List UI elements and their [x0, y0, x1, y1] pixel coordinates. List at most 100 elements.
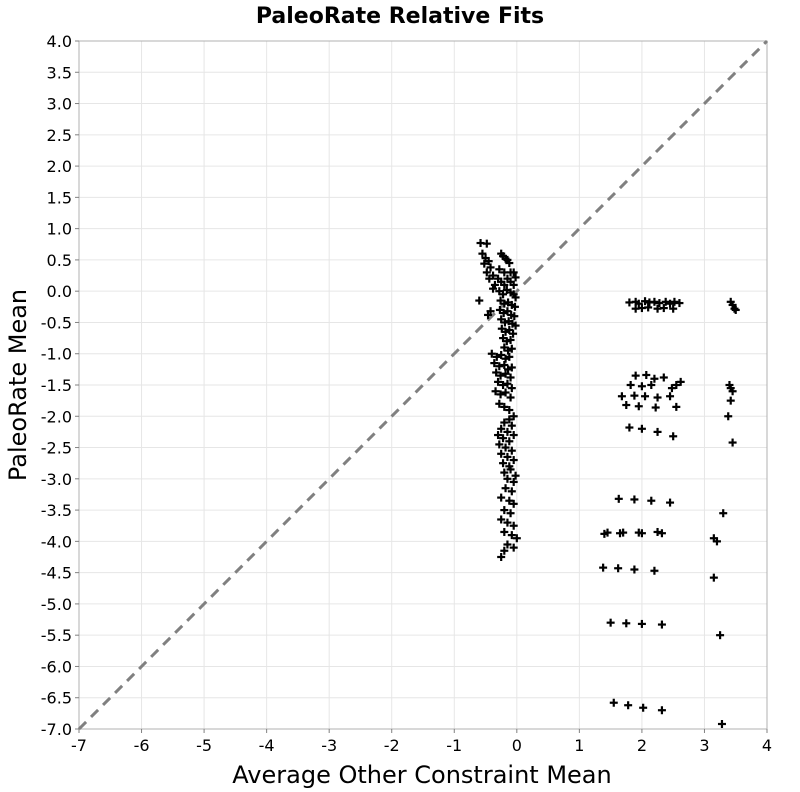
- data-point-marker: [637, 382, 646, 391]
- data-point-marker: [625, 423, 634, 432]
- data-point-marker: [630, 495, 639, 504]
- data-point-marker: [509, 543, 518, 552]
- data-point-marker: [676, 377, 685, 386]
- data-point-marker: [489, 284, 498, 293]
- data-point-marker: [506, 465, 515, 474]
- x-tick-label: -7: [71, 736, 87, 755]
- data-point-marker: [626, 381, 635, 389]
- data-point-marker: [507, 487, 516, 496]
- y-tick-label: -3.0: [41, 470, 72, 489]
- data-point-marker: [499, 459, 508, 468]
- data-point-marker: [496, 371, 505, 380]
- data-point-marker: [505, 259, 514, 268]
- x-tick-label: 1: [574, 736, 584, 755]
- data-point-marker: [507, 344, 516, 353]
- data-point-marker: [492, 352, 501, 361]
- data-point-marker: [659, 304, 668, 313]
- data-point-marker: [670, 297, 679, 306]
- data-point-marker: [622, 619, 631, 628]
- data-point-marker: [630, 565, 639, 574]
- x-tick-label: -5: [196, 736, 212, 755]
- data-point-marker: [728, 387, 737, 396]
- data-point-marker: [511, 471, 520, 480]
- data-point-marker: [475, 296, 484, 305]
- data-point-marker: [505, 496, 514, 505]
- y-tick-label: -2.0: [41, 407, 72, 426]
- data-point-marker: [657, 620, 666, 629]
- data-points: [475, 239, 740, 728]
- data-point-marker: [667, 384, 676, 393]
- data-point-marker: [509, 431, 518, 440]
- y-tick-label: 4.0: [47, 32, 72, 51]
- data-point-marker: [500, 280, 509, 289]
- data-point-marker: [641, 297, 650, 306]
- data-point-marker: [631, 371, 640, 380]
- y-tick-label: 0.5: [47, 251, 72, 270]
- y-tick-label: -4.5: [41, 564, 72, 583]
- y-tick-label: -5.5: [41, 626, 72, 645]
- data-point-marker: [507, 384, 516, 393]
- data-point-marker: [717, 719, 726, 728]
- data-point-marker: [509, 456, 518, 465]
- data-point-marker: [484, 257, 493, 266]
- data-point-marker: [599, 563, 608, 572]
- data-point-marker: [499, 290, 508, 299]
- data-point-marker: [617, 392, 626, 401]
- data-point-marker: [500, 468, 509, 477]
- data-point-marker: [501, 388, 510, 397]
- data-point-marker: [609, 698, 618, 707]
- data-point-marker: [637, 619, 646, 628]
- data-point-marker: [505, 352, 514, 361]
- data-point-marker: [497, 424, 506, 433]
- data-point-marker: [666, 498, 675, 507]
- data-point-marker: [653, 427, 662, 436]
- data-point-marker: [500, 418, 509, 427]
- data-point-marker: [614, 494, 623, 503]
- data-point-marker: [509, 329, 518, 338]
- data-point-marker: [624, 701, 633, 710]
- data-point-marker: [647, 381, 656, 389]
- data-point-marker: [482, 268, 491, 277]
- data-point-marker: [622, 401, 631, 410]
- data-point-marker: [653, 527, 662, 536]
- data-point-marker: [653, 393, 662, 402]
- data-point-marker: [484, 310, 493, 319]
- data-point-marker: [505, 437, 514, 446]
- data-point-marker: [500, 402, 509, 411]
- y-tick-label: -1.0: [41, 345, 72, 364]
- data-point-marker: [509, 280, 518, 289]
- data-point-marker: [634, 299, 643, 308]
- data-point-marker: [606, 618, 615, 627]
- data-point-marker: [619, 528, 628, 537]
- y-tick-label: 2.5: [47, 126, 72, 145]
- y-tick-label: -0.5: [41, 313, 72, 332]
- data-point-marker: [510, 302, 519, 311]
- data-point-marker: [478, 249, 487, 258]
- data-point-marker: [503, 474, 512, 483]
- data-point-marker: [650, 566, 659, 575]
- data-point-marker: [630, 391, 639, 400]
- data-point-marker: [507, 446, 516, 455]
- x-tick-label: -2: [384, 736, 400, 755]
- data-point-marker: [728, 438, 737, 447]
- data-point-marker: [655, 299, 664, 308]
- data-point-marker: [499, 381, 508, 389]
- data-point-marker: [497, 515, 506, 524]
- data-point-marker: [661, 297, 670, 306]
- y-tick-label: -3.5: [41, 501, 72, 520]
- y-tick-label: -4.0: [41, 532, 72, 551]
- data-point-marker: [719, 509, 728, 518]
- y-axis-ticks: 4.0 3.5 3.0 2.5 2.0 1.5 1.0 0.5 0.0 -0.5 -1.0 -1.5 -…: [41, 32, 79, 739]
- x-tick-label: -3: [321, 736, 337, 755]
- data-point-marker: [503, 379, 512, 388]
- data-point-marker: [511, 321, 520, 330]
- data-point-marker: [650, 374, 659, 383]
- x-tick-label: 3: [699, 736, 709, 755]
- data-point-marker: [657, 706, 666, 715]
- data-point-marker: [495, 399, 504, 408]
- x-axis-label: Average Other Constraint Mean: [232, 761, 611, 789]
- data-point-marker: [495, 265, 504, 274]
- identity-reference-line: [77, 39, 769, 731]
- y-tick-label: 2.0: [47, 157, 72, 176]
- data-point-marker: [509, 477, 518, 486]
